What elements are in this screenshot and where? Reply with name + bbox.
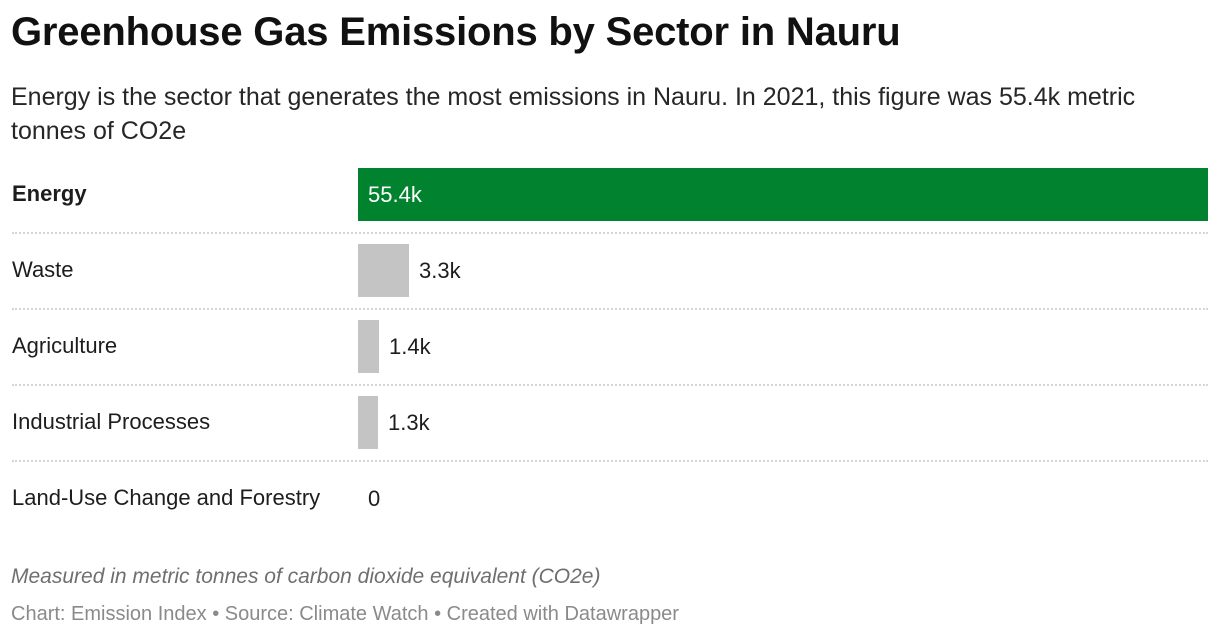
category-label: Industrial Processes <box>12 409 211 434</box>
row-divider <box>12 384 1208 386</box>
category-label: Land-Use Change and Forestry <box>12 485 321 510</box>
bar-row: Waste 3.3k <box>0 236 1220 312</box>
bar-row: Energy 55.4k <box>0 160 1220 236</box>
value-label: 1.3k <box>388 410 430 435</box>
row-divider <box>12 232 1208 234</box>
value-label: 1.4k <box>389 334 431 359</box>
bar-row: Agriculture 1.4k <box>0 312 1220 388</box>
chart-subtitle: Energy is the sector that generates the … <box>11 83 1136 145</box>
category-label: Agriculture <box>12 333 118 358</box>
category-label: Waste <box>12 257 74 282</box>
bar-chart: Energy 55.4k Waste 3.3k Agriculture 1.4k Indus… <box>0 160 1220 540</box>
chart-title: Greenhouse Gas Emissions by Sector in Na… <box>11 10 901 54</box>
value-label: 3.3k <box>419 258 461 283</box>
measurement-note: Measured in metric tonnes of carbon diox… <box>11 565 601 588</box>
value-label: 0 <box>368 486 381 511</box>
bar <box>358 168 1208 221</box>
value-label: 55.4k <box>368 182 422 207</box>
bar <box>358 396 378 449</box>
chart-credits: Chart: Emission Index • Source: Climate … <box>11 603 679 625</box>
bar-row: Land-Use Change and Forestry 0 <box>0 464 1220 540</box>
category-label: Energy <box>12 181 87 206</box>
bar <box>358 320 379 373</box>
bar <box>358 244 409 297</box>
row-divider <box>12 460 1208 462</box>
bar-row: Industrial Processes 1.3k <box>0 388 1220 464</box>
row-divider <box>12 308 1208 310</box>
